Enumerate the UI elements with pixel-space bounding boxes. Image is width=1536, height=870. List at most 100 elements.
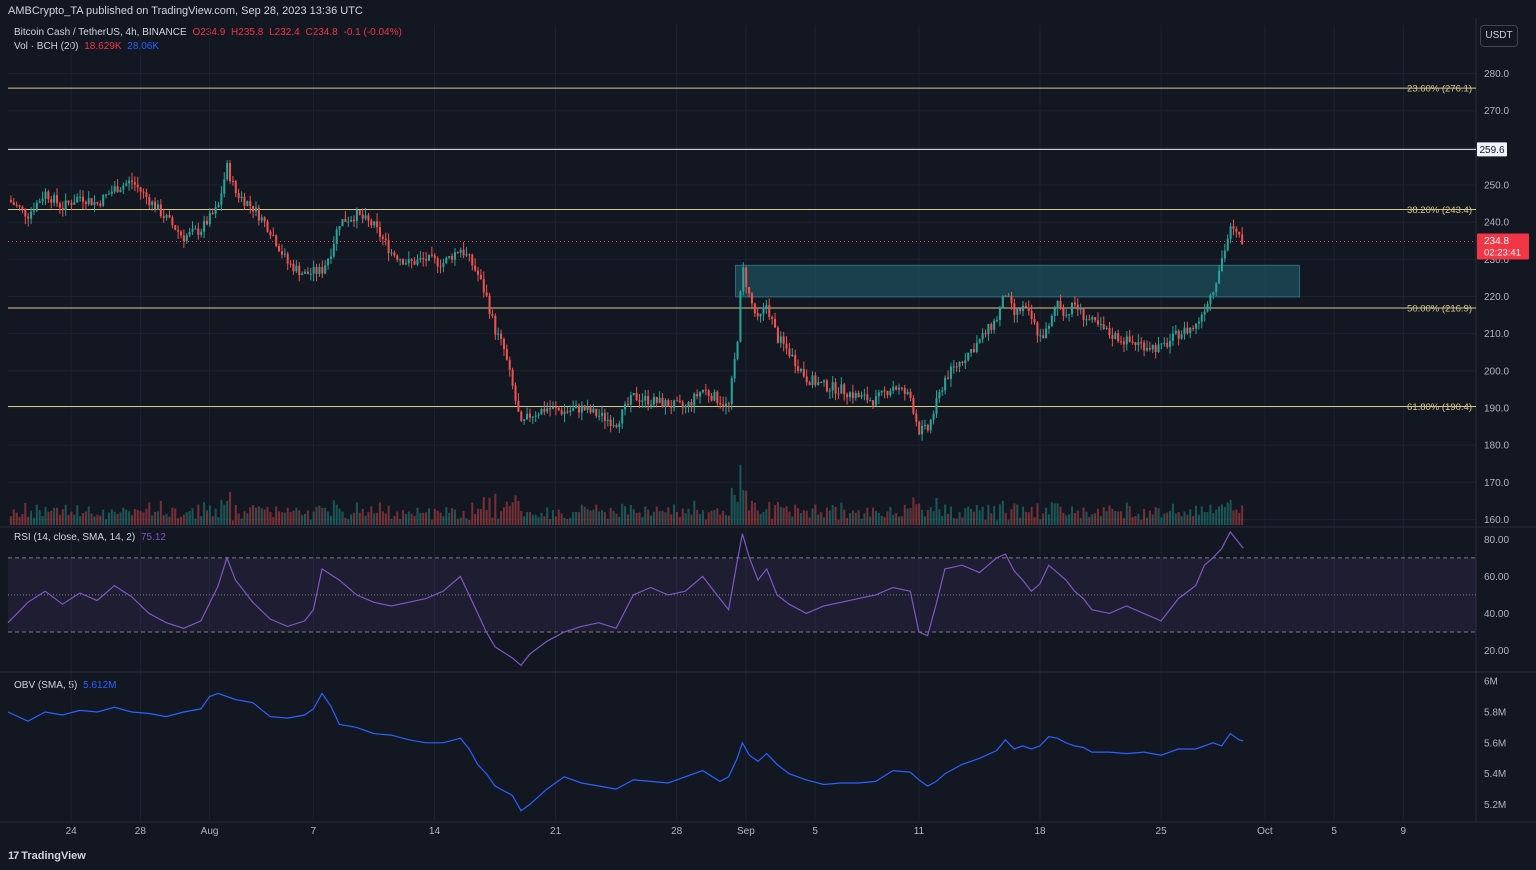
candle-body [923,424,926,426]
obv-legend[interactable]: OBV (SMA, 5) 5.612M [14,680,120,691]
volume-bar [863,513,866,525]
candle-body [722,404,725,407]
volume-bar [275,506,278,525]
volume-bar [1192,516,1195,525]
candle-body [675,400,678,402]
candle-body [972,349,975,352]
volume-bar [566,519,569,525]
candle-body [1039,335,1042,337]
candle-body [1085,319,1088,321]
volume-bar [125,509,128,525]
volume-bar [1056,503,1059,525]
candle-body [275,235,278,246]
candle-body [376,221,379,228]
candle-body [1148,348,1151,350]
volume-bar [1215,509,1218,525]
volume-bar [93,516,96,525]
candle-body [915,413,918,422]
candle-body [249,201,252,206]
candle-body [612,425,615,427]
volume-bar [1174,513,1177,525]
candle-body [373,221,376,226]
volume-bar [978,510,981,525]
candle-body [693,393,696,406]
candle-body [159,204,162,217]
volume-bar [1111,509,1114,525]
candle-body [650,404,653,406]
candle-body [511,369,514,386]
volume-bar [883,517,886,525]
volume-bar [373,513,376,525]
candle-body [53,195,56,203]
candle-body [1177,330,1180,339]
volume-bar [1226,502,1229,525]
volume-bar [549,519,552,525]
volume-bar [38,510,41,525]
candle-body [229,163,232,182]
candle-body [402,259,405,265]
volume-bar [779,506,782,525]
volume-bar [32,517,35,525]
volume-bar [99,515,102,525]
candle-body [551,406,554,409]
tradingview-logo[interactable]: 17 TradingView [8,850,86,862]
price-legend[interactable]: Bitcoin Cash / TetherUS, 4h, BINANCE O23… [14,27,405,38]
time-tick-label: Sep [737,826,755,837]
candle-body [1056,300,1059,309]
candle-body [609,419,612,426]
candle-body [814,375,817,385]
candle-body [430,254,433,256]
volume-bar [1062,512,1065,525]
currency-button[interactable]: USDT [1480,25,1518,47]
volume-bar [477,508,480,525]
volume-bar [799,513,802,525]
volume-bar [644,506,647,525]
candle-body [295,265,298,272]
candle-body [1094,317,1097,321]
volume-bar [1047,514,1050,525]
candle-body [993,320,996,330]
volume-bar [301,514,304,525]
volume-bar [895,513,898,525]
candle-body [736,341,739,359]
candle-body [139,187,142,192]
candle-body [644,395,647,401]
volume-legend[interactable]: Vol · BCH (20) 18.629K 28.06K [14,41,162,52]
volume-bar [866,507,869,525]
volume-bar [399,518,402,525]
volume-bar [47,511,50,525]
volume-bar [1079,517,1082,525]
volume-bar [35,504,38,525]
candle-body [624,404,627,410]
candle-body [638,400,641,402]
candle-body [964,360,967,364]
volume-bar [638,512,641,525]
volume-bar [523,516,526,525]
volume-bar [511,502,514,525]
candle-body [38,201,41,203]
candle-body [1220,258,1223,271]
candle-body [292,263,295,272]
volume-bar [981,506,984,525]
candle-body [912,398,915,414]
candle-body [710,395,713,401]
candle-body [448,255,451,258]
candle-body [673,400,676,408]
tradingview-logo-icon: 17 [8,850,19,862]
candle-body [779,336,782,343]
last-price-label: 234.8 [1484,236,1509,247]
candle-body [1160,343,1163,345]
candle-body [1062,308,1065,316]
candle-body [967,352,970,361]
candle-body [1174,330,1177,334]
candle-body [1241,234,1244,245]
candle-body [1114,333,1117,339]
candle-body [569,410,572,412]
candle-body [742,267,745,292]
rsi-legend[interactable]: RSI (14, close, SMA, 14, 2) 75.12 [14,532,169,543]
volume-bar [811,508,814,525]
volume-bar [817,514,820,525]
candle-body [1203,311,1206,315]
volume-bar [1024,511,1027,525]
